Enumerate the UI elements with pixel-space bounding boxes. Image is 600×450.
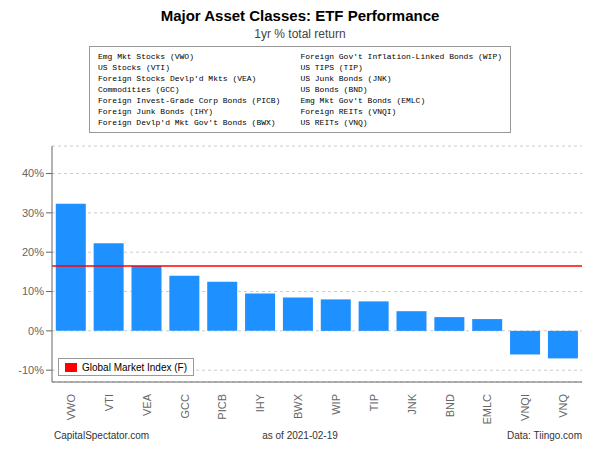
svg-text:40%: 40%	[22, 167, 44, 179]
html-text:Foreign Gov't Inflation-Linked: Foreign Gov't Inflation-Linked Bonds (WI…	[300, 52, 502, 61]
html-text:Foreign Devlp'd Mkt Gov't Bond: Foreign Devlp'd Mkt Gov't Bonds (BWX)	[98, 118, 276, 127]
svg-text:VNQI: VNQI	[519, 394, 531, 421]
html-text:Global Market Index (F): Global Market Index (F)	[82, 361, 187, 373]
svg-text:10%: 10%	[22, 285, 44, 297]
html-text:Data: Tiingo.com: Data: Tiingo.com	[507, 430, 582, 441]
html-text:US Junk Bonds (JNK): US Junk Bonds (JNK)	[300, 74, 392, 83]
svg-text:GCC: GCC	[179, 394, 191, 419]
svg-text:TIP: TIP	[368, 394, 380, 411]
svg-text:0%: 0%	[28, 325, 44, 337]
html-text:Commodities (GCC): Commodities (GCC)	[98, 85, 180, 94]
html-text:Major Asset Classes: ETF Perfo: Major Asset Classes: ETF Performance	[160, 7, 440, 24]
svg-text:JNK: JNK	[406, 393, 418, 414]
html-text:Emg Mkt Gov't Bonds (EMLC): Emg Mkt Gov't Bonds (EMLC)	[300, 96, 426, 105]
html-text:Emg Mkt Stocks (VWO): Emg Mkt Stocks (VWO)	[98, 52, 194, 61]
svg-text:-10%: -10%	[18, 364, 44, 376]
html-text:US Stocks (VTI): US Stocks (VTI)	[98, 63, 170, 72]
svg-text:BWX: BWX	[292, 393, 304, 419]
svg-text:VWO: VWO	[65, 394, 77, 421]
svg-text:20%: 20%	[22, 246, 44, 258]
html-text:US REITs (VNQ): US REITs (VNQ)	[300, 118, 368, 127]
html-text:US TIPS (TIP): US TIPS (TIP)	[300, 63, 363, 72]
svg-text:BND: BND	[444, 394, 456, 417]
svg-text:IHY: IHY	[254, 393, 266, 412]
html-text:CapitalSpectator.com: CapitalSpectator.com	[54, 430, 150, 441]
html-text:as of 2021-02-19: as of 2021-02-19	[262, 430, 338, 441]
svg-text:VNQ: VNQ	[557, 394, 569, 418]
svg-text:VTI: VTI	[103, 394, 115, 411]
svg-text:30%: 30%	[22, 207, 44, 219]
html-text:Foreign REITs (VNQI): Foreign REITs (VNQI)	[300, 107, 397, 116]
html-text:Foreign Invest-Grade Corp Bond: Foreign Invest-Grade Corp Bonds (PICB)	[98, 96, 281, 105]
html-text:US Bonds (BND): US Bonds (BND)	[300, 85, 368, 94]
html-text:1yr % total return: 1yr % total return	[254, 27, 346, 41]
html-text:Foreign Stocks Devlp'd Mkts (V: Foreign Stocks Devlp'd Mkts (VEA)	[98, 74, 257, 83]
svg-text:WIP: WIP	[330, 394, 342, 415]
html-text:Foreign Junk Bonds (IHY): Foreign Junk Bonds (IHY)	[98, 107, 214, 116]
svg-text:EMLC: EMLC	[481, 394, 493, 425]
svg-text:PICB: PICB	[216, 394, 228, 420]
svg-text:VEA: VEA	[141, 393, 153, 416]
